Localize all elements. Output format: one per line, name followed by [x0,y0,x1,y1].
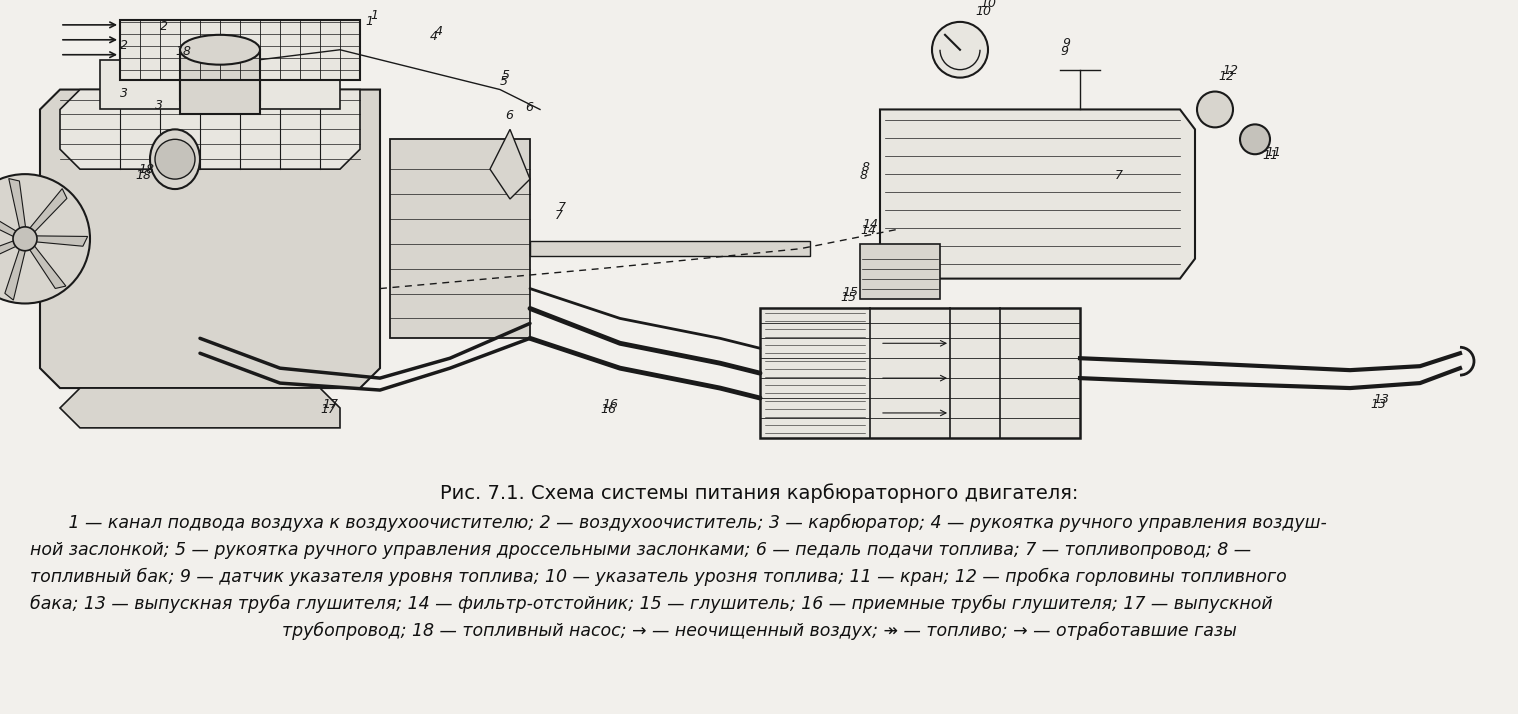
Text: 17: 17 [322,398,339,411]
Text: 15: 15 [842,286,858,298]
Text: 17: 17 [320,403,335,416]
Ellipse shape [150,129,200,189]
Text: 16: 16 [603,398,618,411]
Text: 13: 13 [1372,393,1389,406]
Text: 5: 5 [499,74,509,88]
Circle shape [1240,124,1271,154]
Text: 14: 14 [861,223,876,237]
Text: 11: 11 [1264,146,1281,159]
Text: 9: 9 [1063,36,1070,50]
Text: ной заслонкой; 5 — рукоятка ручного управления дроссельными заслонками; 6 — педа: ной заслонкой; 5 — рукоятка ручного упра… [30,540,1251,558]
Circle shape [932,22,988,78]
Text: 5: 5 [502,69,510,81]
Polygon shape [0,241,18,268]
Text: Рис. 7.1. Схема системы питания карбюраторного двигателя:: Рис. 7.1. Схема системы питания карбюрат… [440,483,1078,503]
Circle shape [155,139,194,179]
FancyBboxPatch shape [181,50,260,99]
Text: 7: 7 [1116,169,1123,182]
Polygon shape [61,89,360,169]
Text: 7: 7 [559,201,566,214]
Text: 8: 8 [861,169,868,182]
Text: топливный бак; 9 — датчик указателя уровня топлива; 10 — указатель урозня топлив: топливный бак; 9 — датчик указателя уров… [30,568,1287,586]
Text: 12: 12 [1217,69,1234,83]
Polygon shape [880,109,1195,278]
Ellipse shape [181,35,260,65]
FancyBboxPatch shape [390,139,530,338]
Text: 1: 1 [364,15,373,28]
Polygon shape [5,248,26,300]
FancyBboxPatch shape [761,308,1079,438]
Text: 1: 1 [370,9,378,22]
Text: 2: 2 [159,20,168,33]
FancyBboxPatch shape [861,243,940,298]
Circle shape [1198,91,1233,127]
Text: 13: 13 [1371,398,1386,411]
Text: 18: 18 [175,45,191,58]
Text: 10: 10 [981,0,996,10]
Polygon shape [39,89,380,388]
Polygon shape [490,129,530,199]
Text: 14: 14 [862,218,877,231]
Text: 4: 4 [430,30,439,43]
Text: 3: 3 [120,86,128,99]
Text: 1 — канал подвода воздуха к воздухоочистителю; 2 — воздухоочиститель; 3 — карбюр: 1 — канал подвода воздуха к воздухоочист… [30,513,1327,532]
Text: трубопровод; 18 — топливный насос; → — неочищенный воздух; ↠ — топливо; → — отра: трубопровод; 18 — топливный насос; → — н… [281,622,1237,640]
Text: 3: 3 [155,99,162,112]
FancyBboxPatch shape [181,79,260,114]
Text: 16: 16 [600,403,616,416]
Polygon shape [35,236,88,246]
Text: 2: 2 [120,39,128,51]
Polygon shape [61,388,340,428]
Polygon shape [0,207,18,237]
Text: 7: 7 [556,209,563,222]
Text: 4: 4 [436,25,443,38]
Circle shape [0,174,90,303]
FancyBboxPatch shape [100,60,340,109]
FancyBboxPatch shape [120,20,360,79]
Text: 8: 8 [862,161,870,174]
Text: бака; 13 — выпускная труба глушителя; 14 — фильтр-отстойник; 15 — глушитель; 16 : бака; 13 — выпускная труба глушителя; 14… [30,595,1272,613]
Text: 12: 12 [1222,64,1239,76]
Text: 15: 15 [839,291,856,303]
Polygon shape [29,244,65,288]
Circle shape [14,227,36,251]
Text: 18: 18 [138,163,153,176]
Text: 11: 11 [1261,149,1278,162]
Polygon shape [29,188,67,233]
Text: 9: 9 [1060,45,1069,58]
Text: 6: 6 [505,109,513,122]
FancyArrow shape [530,241,811,256]
Text: 6: 6 [525,101,533,114]
Polygon shape [9,178,26,230]
Text: 18: 18 [135,169,150,182]
Text: 10: 10 [975,5,991,18]
